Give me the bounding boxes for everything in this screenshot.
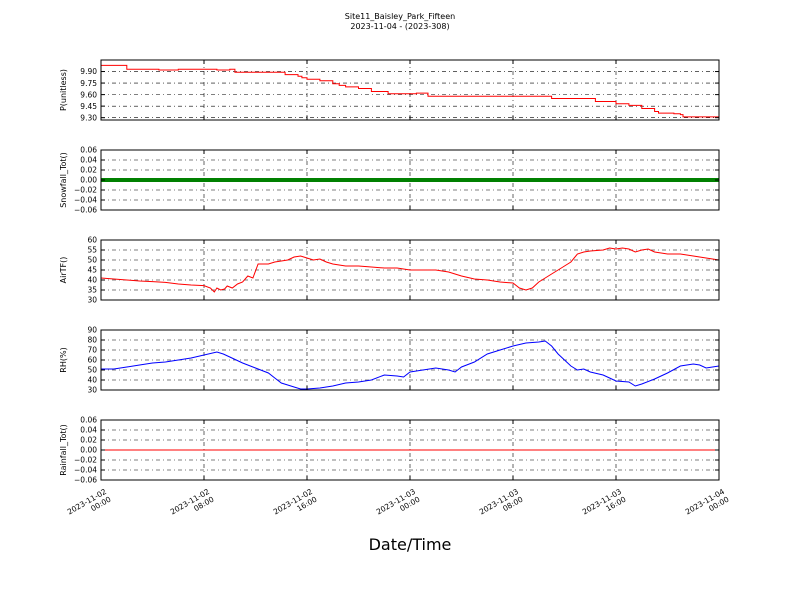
y-tick-label: 60: [87, 236, 97, 245]
y-tick-label: −0.02: [74, 186, 97, 195]
y-tick-label: 40: [87, 276, 97, 285]
panel-5: −0.06−0.04−0.020.000.020.040.06 Rainfall_…: [59, 416, 720, 485]
y-tick-label: 35: [87, 286, 97, 295]
y-tick-label: 55: [87, 246, 97, 255]
y-tick-label: 45: [87, 266, 97, 275]
y-axis-label: AirTF(): [59, 257, 68, 284]
y-tick-label: 0.02: [80, 166, 97, 175]
y-tick-label: 80: [87, 336, 97, 345]
series-line: [100, 247, 720, 293]
series-line: [101, 340, 720, 390]
y-tick-label: −0.06: [74, 206, 97, 215]
x-tick-label: 2023-11-0200:00: [66, 487, 113, 524]
y-tick-label: 50: [87, 366, 97, 375]
y-axis-label: Snowfall_Tot(): [59, 152, 68, 208]
x-tick-label: 2023-11-0216:00: [272, 487, 319, 524]
x-tick-label: 2023-11-0316:00: [581, 487, 628, 524]
y-tick-label: 9.90: [80, 67, 97, 76]
x-tick-label: 2023-11-0208:00: [169, 487, 216, 524]
panels-group: 9.309.459.609.759.90P(unitless)−0.06−0.0…: [59, 59, 720, 485]
chart-title: Site11_Baisley_Park_Fifteen: [345, 12, 455, 21]
y-axis-label: P(unitless): [59, 69, 68, 111]
y-tick-label: 9.30: [80, 113, 97, 122]
y-tick-label: 60: [87, 356, 97, 365]
y-tick-label: 70: [87, 346, 97, 355]
x-tick-label: 2023-11-0308:00: [478, 487, 525, 524]
y-tick-label: 0.04: [80, 426, 97, 435]
y-tick-label: 0.06: [80, 146, 97, 155]
y-tick-label: 0.00: [80, 446, 97, 455]
y-tick-label: 9.45: [80, 102, 97, 111]
y-tick-label: 9.75: [80, 79, 97, 88]
y-axis-label: Rainfall_Tot(): [59, 424, 68, 476]
x-axis-label: Date/Time: [369, 535, 452, 554]
y-axis-label: RH(%): [59, 347, 68, 372]
x-tick-labels: 2023-11-0200:00 2023-11-0208:00 2023-11-02…: [66, 487, 731, 524]
panel-1: 9.30 9.45 9.60 9.75 9.90 P(unitless): [59, 59, 720, 122]
y-tick-label: −0.02: [74, 456, 97, 465]
panel-2: −0.06−0.04−0.020.000.020.040.06 Snowfall_…: [59, 146, 720, 215]
x-tick-label: 2023-11-0400:00: [684, 487, 731, 524]
y-tick-label: 40: [87, 376, 97, 385]
y-tick-label: 50: [87, 256, 97, 265]
y-tick-label: 0.06: [80, 416, 97, 425]
chart-subtitle: 2023-11-04 - (2023-308): [350, 22, 449, 31]
y-tick-label: 90: [87, 326, 97, 335]
y-tick-label: 0.04: [80, 156, 97, 165]
series-line: [101, 64, 720, 118]
y-tick-label: 0.02: [80, 436, 97, 445]
y-tick-label: −0.04: [74, 196, 97, 205]
y-tick-label: 0.00: [80, 176, 97, 185]
y-tick-label: −0.04: [74, 466, 97, 475]
y-tick-label: 9.60: [80, 90, 97, 99]
y-tick-label: 30: [87, 296, 97, 305]
x-tick-label: 2023-11-0300:00: [375, 487, 422, 524]
y-tick-label: 30: [87, 386, 97, 395]
y-tick-label: −0.06: [74, 476, 97, 485]
